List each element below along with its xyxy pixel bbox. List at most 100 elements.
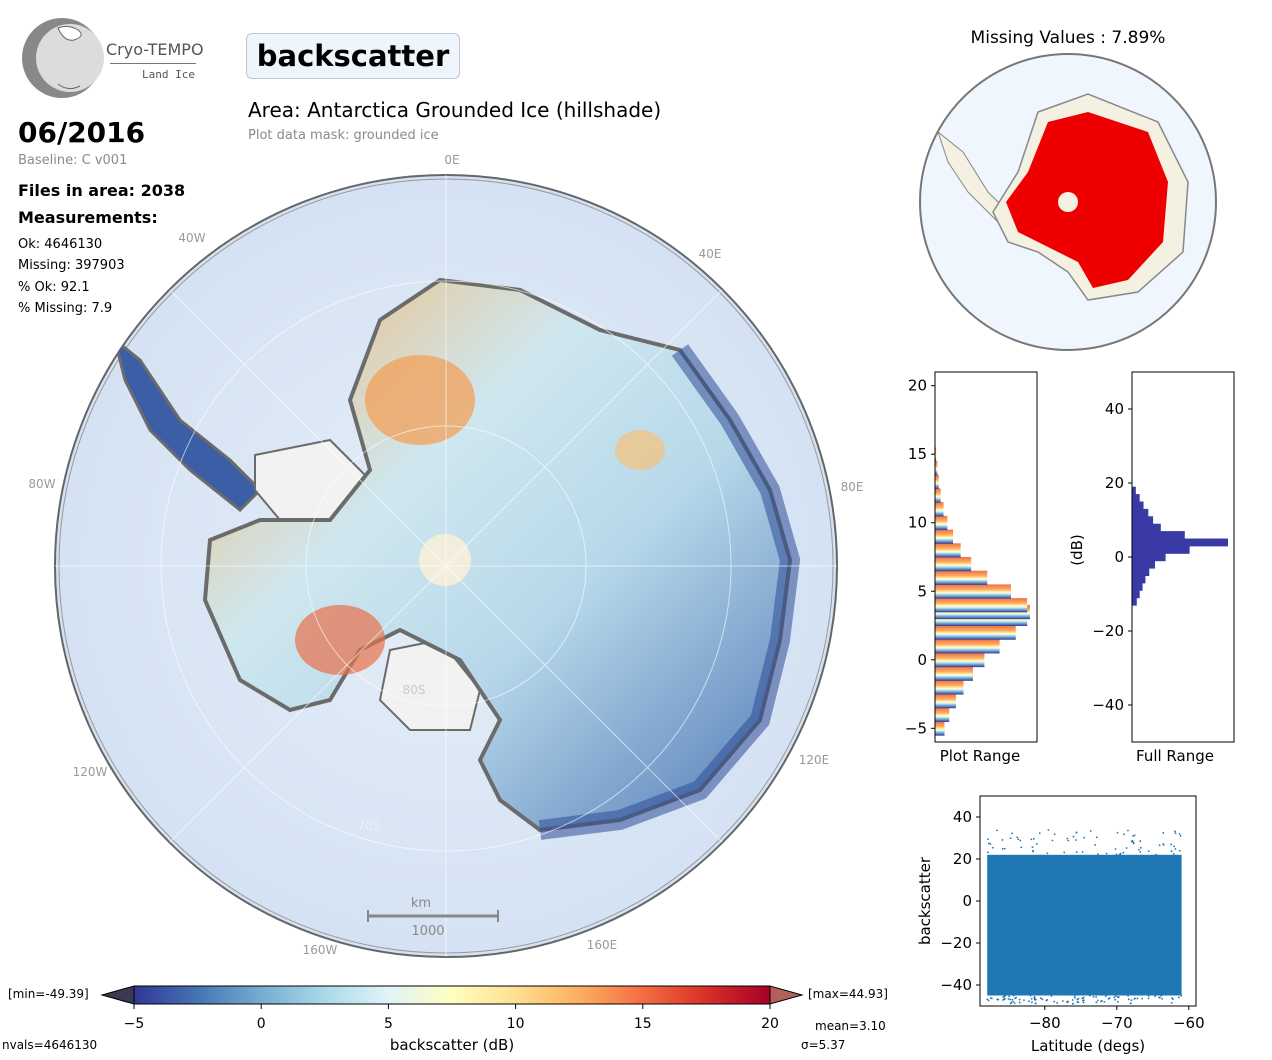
scatter-point (1097, 853, 1099, 856)
plot-range-bar (935, 461, 938, 476)
scatter-point (1092, 995, 1095, 998)
colorbar-sigma: σ=5.37 (801, 1038, 845, 1052)
plot-range-bar (935, 652, 985, 668)
scatter-point (1081, 997, 1084, 1000)
scatter-point (1122, 851, 1125, 854)
scatter-point (1178, 832, 1181, 835)
full-range-histogram: −40 −20 0 20 40 (dB) Full Range (1068, 371, 1235, 765)
scatter-point (1074, 839, 1077, 841)
colorbar-tick: −5 (124, 1016, 145, 1032)
missing-values-map (919, 53, 1217, 351)
scatter-point (1160, 994, 1163, 997)
plot-range-xlabel: Plot Range (940, 747, 1021, 765)
plot-range-ytick: −5 (905, 719, 927, 737)
scatter-point (1094, 844, 1096, 846)
scatter-point (1001, 839, 1004, 841)
map-content (55, 175, 837, 957)
pole-hole (419, 534, 471, 586)
scatter-point (1012, 1000, 1015, 1003)
full-range-bar (1132, 501, 1144, 510)
scatter-point (1105, 852, 1108, 855)
scatter-point (1056, 1002, 1058, 1004)
scatter-point (1047, 829, 1050, 831)
scatter-point (1127, 998, 1130, 1001)
scatter-point (1170, 1002, 1173, 1004)
scatter-point (1041, 998, 1044, 1001)
scatter-point (996, 829, 998, 832)
plot-range-bar (935, 666, 973, 681)
scatter-point (1004, 994, 1007, 997)
scatter-point (986, 998, 989, 1001)
full-range-bar (1132, 494, 1140, 502)
scatter-point (1075, 831, 1078, 834)
scatter-point (1011, 832, 1013, 835)
full-range-bar (1132, 486, 1136, 495)
lon-label-0e: 0E (444, 153, 459, 167)
lon-label-160w: 160W (303, 943, 338, 957)
scatter-point (1009, 837, 1012, 840)
scatter-xlabel: Latitude (degs) (1031, 1037, 1145, 1055)
scatter-point (1116, 1000, 1119, 1003)
scatter-point (1008, 995, 1011, 998)
scatter-point (989, 997, 992, 999)
plot-range-bar (935, 680, 964, 695)
scatter-point (1089, 830, 1092, 832)
lon-label-120w: 120W (73, 765, 108, 779)
scatter-point (1034, 1002, 1037, 1005)
scatter-point (1082, 999, 1085, 1002)
scatter-plot: −40 −20 0 20 40 −80 −70 −60 backscatter Latitud… (916, 795, 1205, 1055)
colorbar-min-label: [min=-49.39] (8, 987, 89, 1001)
baseline-text: Baseline: C v001 (18, 153, 128, 168)
scatter-point (1119, 852, 1122, 855)
scatter-point (1170, 850, 1173, 853)
scatter-xtick: −60 (1173, 1014, 1205, 1032)
scatter-point (1108, 997, 1111, 999)
scatter-point (1082, 1001, 1085, 1004)
scatter-point (1030, 838, 1033, 841)
scatter-point (1088, 994, 1091, 997)
scatter-point (1039, 997, 1042, 1000)
scatter-point (1133, 834, 1136, 837)
scatter-point (1003, 847, 1006, 850)
scatter-point (1173, 845, 1176, 848)
logo (22, 18, 104, 98)
full-range-bar (1132, 560, 1156, 569)
scatter-point (1063, 851, 1066, 854)
scatter-point (1029, 994, 1032, 997)
scatter-point (1174, 830, 1176, 833)
missing-values-region (1006, 112, 1168, 288)
scatter-point (1020, 846, 1023, 849)
lon-label-40w: 40W (178, 231, 205, 245)
lon-label-160e: 160E (587, 938, 618, 952)
plot-range-bar (935, 584, 1011, 599)
scatter-point (987, 842, 990, 845)
plot-range-bar (935, 447, 937, 462)
scatter-point (1174, 832, 1177, 835)
scatter-point (1113, 996, 1116, 999)
colorbar-over-arrow (769, 985, 804, 1005)
colorbar-nvals: nvals=4646130 (2, 1038, 97, 1052)
antarctica-grounded-ice (202, 277, 793, 833)
plot-range-bar (935, 639, 1000, 654)
scatter-point (1114, 995, 1117, 998)
area-title: Area: Antarctica Grounded Ice (hillshade… (248, 98, 662, 122)
scatter-point (1033, 997, 1036, 1000)
full-range-bars (1132, 486, 1228, 606)
plot-range-ytick: 15 (908, 445, 927, 463)
scatter-point (1071, 1002, 1074, 1005)
scatter-point (1015, 996, 1018, 999)
scatter-point (1154, 995, 1157, 998)
scatter-point (1071, 999, 1074, 1001)
scatter-point (1072, 835, 1075, 838)
scatter-point (1077, 997, 1080, 1000)
stat-ok: Ok: 4646130 (18, 237, 103, 252)
scatter-point (1096, 999, 1099, 1002)
scatter-point (1017, 838, 1020, 841)
scatter-ytick: 20 (953, 850, 972, 868)
colorbar-tick: 10 (507, 1016, 525, 1032)
scatter-point (1009, 998, 1012, 1001)
scatter-point (1129, 1002, 1132, 1005)
graticule (55, 175, 837, 957)
scatter-point (1127, 829, 1129, 832)
lon-label-120e: 120E (799, 753, 830, 767)
